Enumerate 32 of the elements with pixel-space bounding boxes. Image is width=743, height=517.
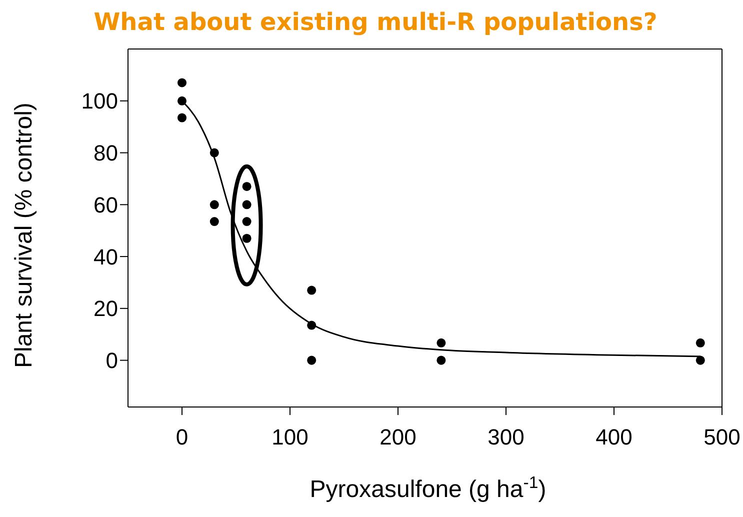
chart-title: What about existing multi-R populations? [92, 8, 658, 36]
x-tick-label: 400 [596, 424, 632, 450]
x-tick-label: 0 [176, 424, 188, 450]
y-tick-label: 100 [81, 88, 118, 114]
point [242, 182, 252, 191]
x-tick-label: 200 [380, 424, 416, 450]
point [177, 113, 187, 122]
y-tick-label: 20 [94, 296, 118, 322]
x-axis-title: Pyroxasulfone (g ha$^{-1}$) [310, 472, 546, 503]
y-axis-title: Plant survival (% control) [10, 102, 38, 368]
point [307, 356, 316, 365]
x-tick-label: 500 [704, 424, 740, 450]
point [177, 78, 187, 88]
point [177, 96, 187, 106]
point [242, 217, 252, 226]
point [307, 320, 316, 330]
point [696, 338, 705, 348]
x-tick-label: 300 [488, 424, 524, 450]
y-tick-label: 0 [106, 348, 118, 374]
x-tick-label: 100 [272, 424, 308, 450]
point [210, 200, 219, 210]
y-tick-label: 60 [94, 192, 118, 218]
point [436, 338, 446, 348]
y-tick-label: 80 [94, 140, 118, 166]
point [210, 217, 219, 226]
point [242, 234, 252, 243]
point [307, 286, 316, 295]
point [436, 356, 446, 365]
y-tick-label: 40 [94, 244, 118, 270]
point [696, 356, 705, 365]
point [242, 200, 252, 210]
point [210, 148, 219, 158]
